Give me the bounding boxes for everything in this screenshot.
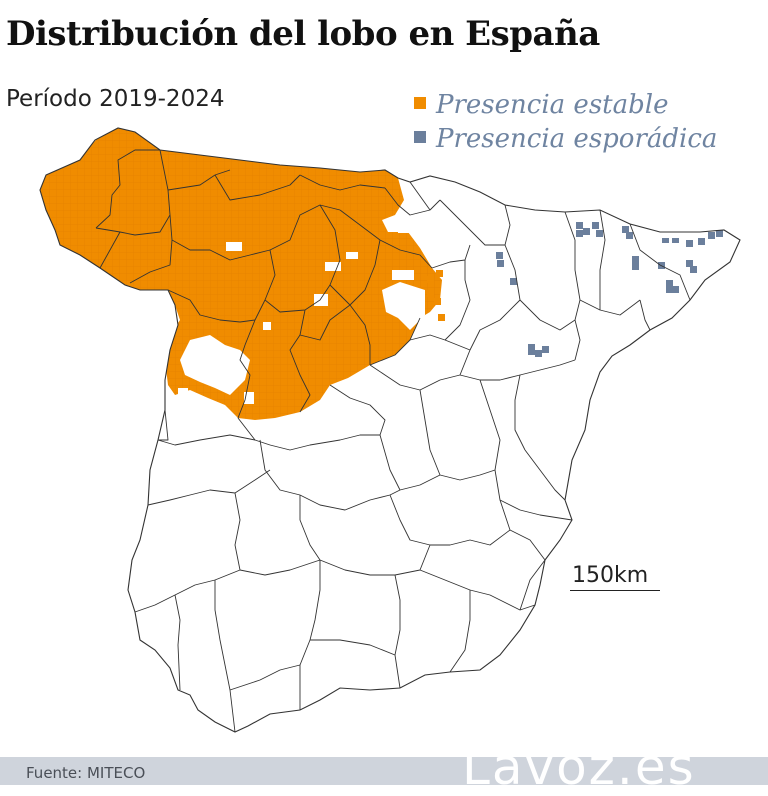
legend-swatch-stable — [414, 97, 426, 109]
legend-swatch-sporadic — [414, 131, 426, 143]
stable-presence-area — [40, 128, 445, 420]
legend-label-sporadic: Presencia esporádica — [436, 124, 718, 154]
sporadic-presence-area — [496, 222, 723, 357]
scale-label: 150km — [572, 563, 649, 588]
map-title: Distribución del lobo en España — [6, 14, 600, 54]
brand-logo: Lavoz.es — [462, 738, 696, 796]
legend-item-stable: Presencia estable — [414, 90, 668, 120]
map-subtitle: Período 2019-2024 — [6, 86, 225, 112]
legend-item-sporadic: Presencia esporádica — [414, 124, 717, 154]
scale-bar — [570, 590, 660, 591]
footer-bar — [0, 757, 768, 785]
province-borders — [95, 149, 691, 733]
legend-label-stable: Presencia estable — [436, 90, 669, 120]
source-text: Fuente: MITECO — [26, 764, 146, 782]
